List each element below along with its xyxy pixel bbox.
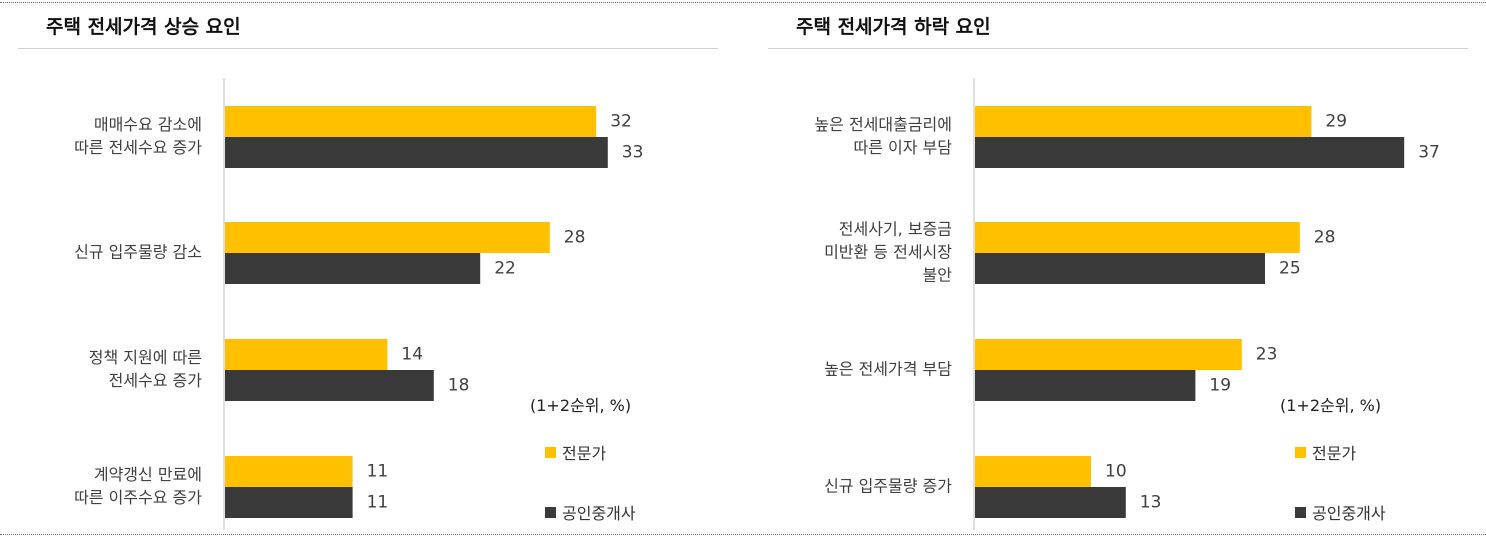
data-label-agent: 33: [622, 143, 644, 163]
category-label: 따른 이주수요 증가: [74, 488, 202, 507]
category-label: 따른 이자 부담: [854, 138, 953, 157]
data-label-agent: 11: [367, 493, 389, 513]
bar-agent: [975, 137, 1405, 168]
bar-expert: [225, 106, 597, 137]
data-label-expert: 14: [401, 345, 423, 365]
bar-expert: [225, 222, 550, 253]
legend-swatch-expert: [1295, 446, 1306, 458]
top-dotted-border: [0, 2, 1486, 3]
bottom-dotted-border: [0, 534, 1486, 535]
legend-label-agent: 공인중개사: [1312, 504, 1386, 523]
bar-agent: [225, 487, 353, 518]
panel-title: 주택 전세가격 하락 요인: [796, 16, 991, 38]
bar-expert: [225, 456, 353, 487]
data-label-agent: 25: [1279, 259, 1301, 279]
data-label-agent: 13: [1140, 493, 1162, 513]
legend-item-agent: 공인중개사: [545, 500, 636, 524]
category-label: 전세사기, 보증금: [839, 220, 952, 239]
legend-label-expert: 전문가: [1312, 444, 1357, 463]
bar-expert: [975, 106, 1312, 137]
category-label: 매매수요 감소에: [94, 115, 202, 134]
title-underline: [768, 48, 1468, 49]
bar-expert: [975, 456, 1091, 487]
bar-agent: [975, 253, 1265, 284]
category-label: 계약갱신 만료에: [94, 465, 202, 484]
category-label: 신규 입주물량 감소: [74, 243, 202, 262]
legend-label-agent: 공인중개사: [562, 504, 636, 523]
category-label: 높은 전세대출금리에: [814, 115, 952, 134]
panel-title: 주택 전세가격 상승 요인: [46, 16, 241, 38]
data-label-expert: 29: [1325, 112, 1347, 132]
category-label: 따른 전세수요 증가: [74, 138, 202, 157]
legend-item-expert: 전문가: [545, 440, 606, 464]
category-label: 높은 전세가격 부담: [824, 360, 952, 379]
category-label: 정책 지원에 따른: [89, 348, 202, 367]
bar-agent: [225, 137, 608, 168]
bar-agent: [975, 487, 1126, 518]
bar-agent: [225, 253, 481, 284]
data-label-expert: 23: [1256, 345, 1278, 365]
bar-expert: [225, 339, 388, 370]
data-label-expert: 10: [1105, 462, 1127, 482]
legend-swatch-agent: [545, 506, 556, 518]
bar-agent: [225, 370, 434, 401]
bar-expert: [975, 339, 1242, 370]
bar-expert: [975, 222, 1300, 253]
legend-label-expert: 전문가: [562, 444, 607, 463]
category-label: 전세수요 증가: [109, 371, 203, 390]
data-label-expert: 28: [1314, 228, 1336, 248]
data-label-agent: 19: [1209, 376, 1231, 396]
data-label-expert: 28: [564, 228, 586, 248]
data-label-agent: 18: [448, 376, 470, 396]
data-label-agent: 37: [1418, 143, 1440, 163]
data-label-expert: 32: [610, 112, 632, 132]
data-label-agent: 22: [494, 259, 516, 279]
category-label: 신규 입주물량 증가: [824, 477, 952, 496]
data-label-expert: 11: [367, 462, 389, 482]
legend-swatch-agent: [1295, 506, 1306, 518]
category-label: 불안: [923, 266, 953, 285]
legend-swatch-expert: [545, 446, 556, 458]
category-label: 미반환 등 전세시장: [824, 243, 952, 262]
legend-item-agent: 공인중개사: [1295, 500, 1386, 524]
legend-item-expert: 전문가: [1295, 440, 1356, 464]
title-underline: [18, 48, 718, 49]
bar-agent: [975, 370, 1196, 401]
unit-note: (1+2순위, %): [1280, 396, 1382, 415]
unit-note: (1+2순위, %): [530, 396, 632, 415]
